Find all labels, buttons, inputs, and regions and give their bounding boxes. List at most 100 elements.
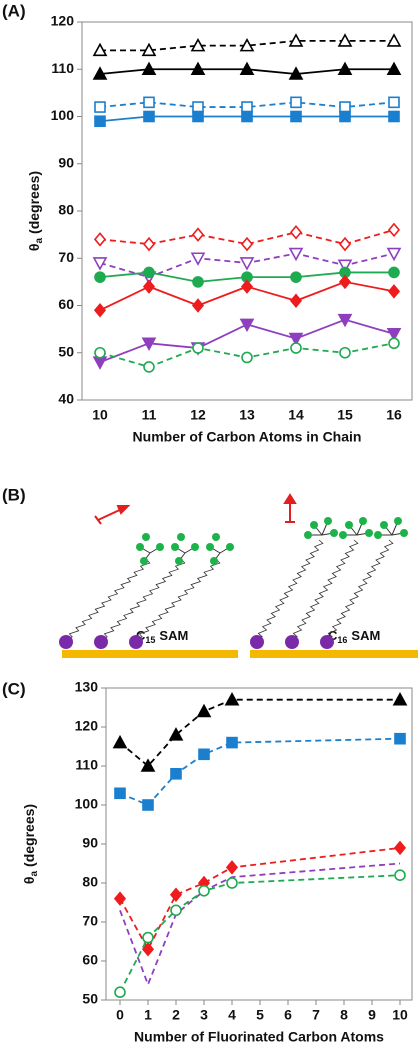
point [241, 110, 253, 123]
y-label-symbol: θ [26, 244, 42, 252]
y-label-sub: a [34, 238, 45, 244]
fluorine-atom [339, 531, 347, 539]
series-line [119, 847, 401, 952]
point [113, 891, 127, 906]
series-line [119, 862, 401, 987]
point [339, 346, 351, 359]
x-tick-label: 7 [312, 1007, 320, 1023]
point [170, 767, 182, 780]
point [190, 37, 206, 52]
point [141, 337, 157, 351]
point [191, 227, 205, 242]
point [92, 42, 108, 57]
fluorine-atom [156, 543, 164, 551]
x-axis-label: Number of Carbon Atoms in Chain [133, 429, 362, 445]
point [394, 869, 406, 882]
y-tick-label: 70 [82, 913, 98, 929]
point [241, 101, 253, 113]
fluorine-atom [175, 557, 183, 565]
point [94, 115, 106, 128]
point [288, 33, 304, 47]
x-tick-label: 14 [288, 407, 304, 423]
point [94, 271, 106, 283]
sam-label: C15 SAM [136, 628, 188, 645]
point [143, 110, 155, 123]
series-line [119, 874, 401, 993]
fluorine-atom [400, 529, 408, 537]
fluorine-atom [380, 521, 388, 529]
y-tick-label: 110 [75, 757, 98, 773]
point [241, 351, 253, 364]
point [141, 42, 157, 57]
fluorine-atom [206, 543, 214, 551]
point [290, 96, 302, 109]
point [290, 271, 302, 283]
point [143, 361, 155, 373]
point [93, 302, 107, 318]
point [140, 758, 156, 772]
point [339, 110, 351, 123]
y-tick-label: 100 [51, 107, 75, 123]
point [339, 101, 351, 113]
y-label-sub: a [29, 871, 40, 877]
x-tick-label: 13 [239, 407, 255, 423]
point [387, 222, 401, 238]
point [288, 66, 304, 80]
point [240, 236, 254, 252]
y-tick-label: 60 [58, 296, 74, 312]
point [141, 942, 155, 957]
y-tick-label: 50 [58, 343, 74, 359]
point [225, 860, 239, 875]
point [224, 692, 240, 706]
point [198, 884, 210, 897]
point [169, 887, 183, 902]
label-sub: 15 [145, 635, 155, 645]
panel-label: (B) [2, 485, 26, 504]
point [388, 337, 400, 350]
point [190, 252, 206, 266]
fluorine-atom [359, 517, 367, 525]
y-axis-label: θa (degrees) [21, 804, 40, 884]
point [290, 342, 302, 354]
x-tick-label: 6 [284, 1007, 292, 1023]
substrate [250, 650, 418, 658]
point [192, 101, 204, 113]
x-tick-label: 3 [200, 1007, 208, 1023]
fluorine-atom [365, 529, 373, 537]
y-tick-label: 90 [58, 154, 74, 170]
y-tick-label: 130 [75, 679, 99, 695]
fluorine-atom [374, 531, 382, 539]
point [114, 986, 126, 999]
point [239, 257, 255, 271]
x-tick-label: 1 [144, 1007, 152, 1023]
point [386, 33, 402, 47]
x-tick-label: 0 [116, 1007, 124, 1023]
anchor-atom [59, 635, 73, 649]
alkyl-chain [65, 559, 151, 641]
anchor-atom [285, 635, 299, 649]
point [387, 284, 401, 299]
y-label-text: (degrees) [26, 171, 42, 234]
x-tick-label: 12 [190, 407, 206, 423]
point [191, 298, 205, 313]
plot-frame [81, 21, 413, 401]
fluorine-atom [136, 543, 144, 551]
y-tick-label: 80 [82, 874, 98, 890]
y-tick-label: 120 [51, 13, 75, 29]
label-sub: 16 [337, 635, 347, 645]
alkyl-chain [326, 539, 394, 641]
series-line [119, 698, 400, 768]
point [338, 274, 352, 290]
anchor-atom [320, 635, 334, 649]
label-text: SAM [351, 628, 380, 643]
point [394, 732, 406, 745]
x-tick-label: 10 [392, 1007, 408, 1023]
point [290, 110, 302, 123]
point [226, 877, 238, 889]
fluorine-atom [142, 533, 150, 541]
point [92, 257, 108, 271]
y-label-symbol: θ [21, 877, 37, 885]
point [337, 61, 353, 76]
point [141, 61, 157, 76]
substrate [62, 650, 238, 658]
